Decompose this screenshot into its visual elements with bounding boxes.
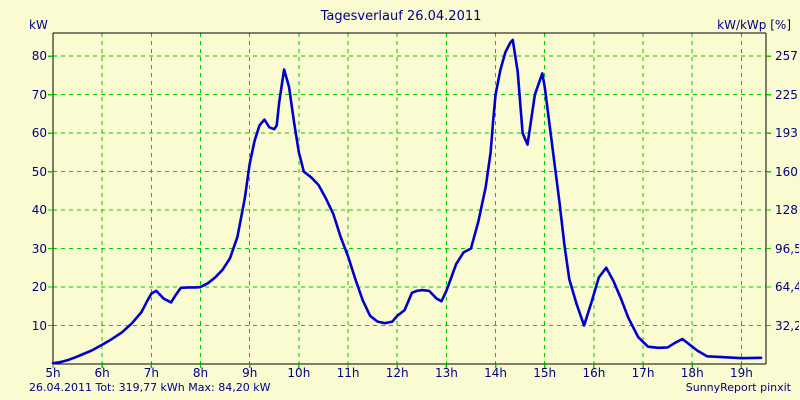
- y-axis-left-tick-label: 60: [31, 126, 47, 141]
- y-axis-right-tick-label: 225,2: [775, 87, 799, 102]
- y-axis-right-unit-label: kW/kWp [%]: [717, 18, 791, 32]
- y-axis-right-tick-label: 193,1: [775, 126, 799, 141]
- y-axis-left-tick-label: 50: [31, 164, 47, 179]
- y-axis-right-tick-label: 160,9: [775, 164, 799, 179]
- y-axis-right-tick-label: 128,7: [775, 203, 799, 218]
- y-axis-left-tick-label: 80: [31, 49, 47, 64]
- x-axis-tick-label: 12h: [385, 366, 409, 380]
- x-axis-tick-label: 16h: [582, 366, 606, 380]
- x-axis-tick-label: 5h: [45, 366, 61, 380]
- grid-lines: [52, 33, 766, 364]
- y-axis-left-tick-label: 70: [31, 87, 47, 102]
- x-axis-tick-label: 9h: [242, 366, 258, 380]
- x-axis-tick-label: 7h: [143, 366, 159, 380]
- y-axis-right-tick-label: 257,4: [775, 49, 799, 64]
- x-axis-tick-label: 15h: [533, 366, 557, 380]
- x-axis-tick-label: 18h: [680, 366, 704, 380]
- y-axis-right-tick-label: 96,5: [775, 241, 800, 256]
- y-axis-right-tick-label: 32,2: [775, 318, 800, 333]
- y-axis-left-tick-label: 10: [31, 318, 47, 333]
- footer-summary-text: 26.04.2011 Tot: 319,77 kWh Max: 84,20 kW: [29, 381, 271, 394]
- x-axis-tick-label: 19h: [729, 366, 753, 380]
- x-axis-tick-label: 14h: [484, 366, 507, 380]
- y-axis-left-tick-label: 30: [31, 241, 47, 256]
- chart-title: Tagesverlauf 26.04.2011: [320, 9, 482, 24]
- y-axis-left-tick-label: 20: [31, 280, 47, 295]
- axis-frame: [52, 32, 767, 365]
- x-axis-tick-label: 6h: [94, 366, 110, 380]
- x-axis-tick-label: 13h: [434, 366, 458, 380]
- y-axis-left-tick-label: 40: [31, 203, 47, 218]
- x-axis-tick-label: 11h: [336, 366, 360, 380]
- x-axis-tick-label: 10h: [287, 366, 311, 380]
- axis-tick-marks: [48, 55, 771, 368]
- data-series-layer: [51, 38, 763, 365]
- y-axis-left-unit-label: kW: [29, 18, 48, 32]
- x-axis-tick-label: 8h: [192, 366, 209, 380]
- x-axis-tick-label: 17h: [631, 366, 655, 380]
- footer-producer-text: SunnyReport pinxit: [685, 381, 791, 394]
- y-axis-right-tick-label: 64,4: [775, 280, 800, 295]
